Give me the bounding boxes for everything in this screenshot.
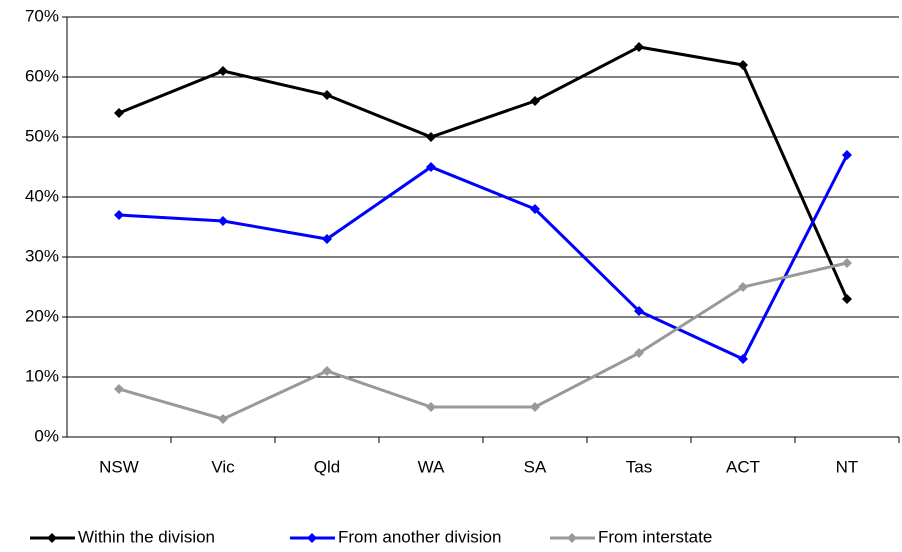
marker (842, 150, 852, 160)
marker (530, 204, 540, 214)
marker (634, 348, 644, 358)
marker (114, 210, 124, 220)
marker (530, 402, 540, 412)
marker (322, 366, 332, 376)
marker (322, 234, 332, 244)
marker (842, 258, 852, 268)
y-tick-label: 60% (25, 66, 59, 85)
x-tick-label: WA (418, 457, 445, 476)
marker (634, 306, 644, 316)
marker (738, 354, 748, 364)
marker (634, 42, 644, 52)
legend-label: Within the division (78, 527, 215, 546)
marker (426, 132, 436, 142)
marker (426, 402, 436, 412)
marker (114, 108, 124, 118)
x-tick-label: Qld (314, 457, 340, 476)
legend-label: From interstate (598, 527, 712, 546)
marker (426, 162, 436, 172)
y-tick-label: 50% (25, 126, 59, 145)
legend-label: From another division (338, 527, 501, 546)
legend-marker (307, 533, 317, 543)
x-tick-label: Tas (626, 457, 652, 476)
y-tick-label: 10% (25, 366, 59, 385)
series-line (118, 154, 849, 361)
marker (842, 294, 852, 304)
x-tick-label: Vic (211, 457, 235, 476)
marker (738, 60, 748, 70)
x-tick-label: SA (524, 457, 547, 476)
y-tick-label: 30% (25, 246, 59, 265)
marker (218, 216, 228, 226)
marker (114, 384, 124, 394)
x-tick-label: NSW (99, 457, 139, 476)
marker (322, 90, 332, 100)
x-tick-label: NT (836, 457, 859, 476)
marker (738, 282, 748, 292)
legend-marker (567, 533, 577, 543)
marker (530, 96, 540, 106)
series-line (118, 261, 848, 421)
x-tick-label: ACT (726, 457, 760, 476)
y-tick-label: 20% (25, 306, 59, 325)
y-tick-label: 40% (25, 186, 59, 205)
series-line (118, 45, 849, 300)
marker (218, 66, 228, 76)
y-tick-label: 0% (34, 426, 59, 445)
y-tick-label: 70% (25, 6, 59, 25)
marker (218, 414, 228, 424)
legend-marker (47, 533, 57, 543)
